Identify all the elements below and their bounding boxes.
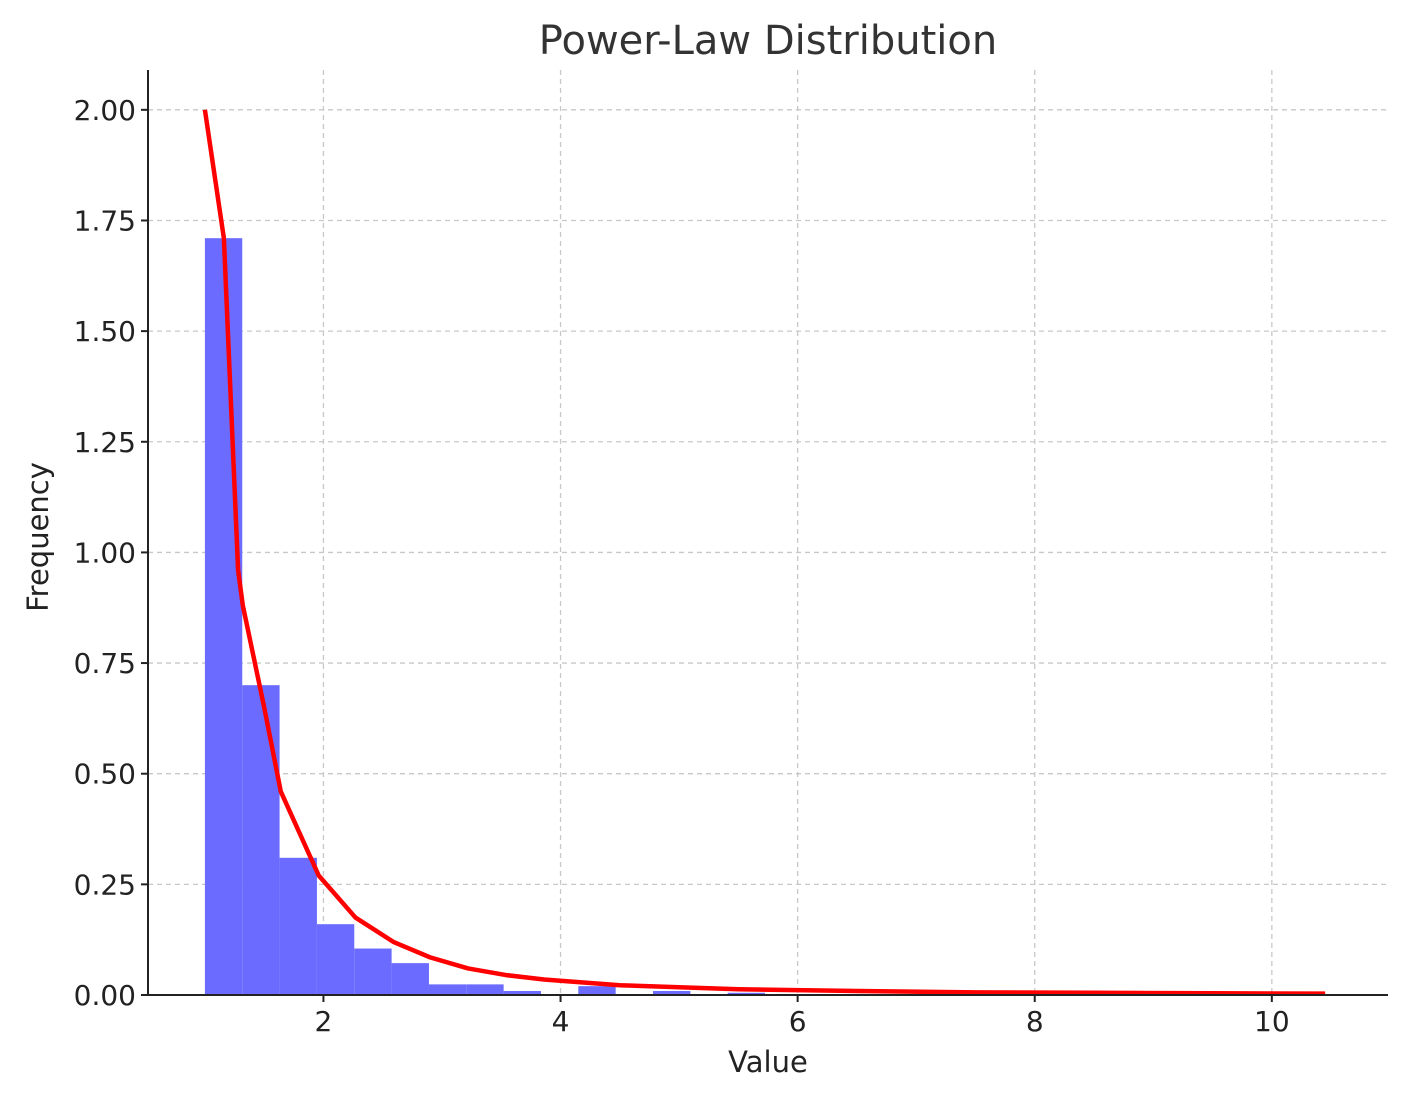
histogram-bar — [503, 991, 541, 995]
y-tick-label: 0.75 — [74, 647, 136, 680]
histogram-bar — [578, 986, 616, 995]
x-tick-label: 10 — [1254, 1005, 1290, 1038]
y-tick-label: 0.00 — [74, 979, 136, 1012]
histogram-bar — [354, 948, 392, 995]
y-tick-label: 1.25 — [74, 426, 136, 459]
chart-title: Power-Law Distribution — [539, 18, 997, 64]
x-axis-label: Value — [728, 1045, 808, 1079]
y-tick-label: 1.00 — [74, 536, 136, 569]
histogram-bar — [653, 991, 691, 995]
fit-curve-line — [202, 109, 1326, 996]
x-tick-label: 4 — [552, 1005, 570, 1038]
y-ticks: 0.00 0.25 0.50 0.75 1.00 1.25 1.50 1.75 2.00 — [74, 94, 148, 1012]
x-ticks: 2 4 6 8 10 — [315, 995, 1290, 1038]
x-tick-label: 6 — [789, 1005, 807, 1038]
y-tick-label: 1.75 — [74, 204, 136, 237]
y-tick-label: 0.25 — [74, 868, 136, 901]
y-axis-label: Frequency — [21, 462, 55, 612]
fit-curve — [202, 109, 1326, 996]
axes — [147, 70, 1388, 996]
grid-lines — [148, 70, 1388, 996]
histogram-bars — [204, 238, 766, 995]
y-tick-label: 2.00 — [74, 94, 136, 127]
histogram-bar — [466, 984, 504, 995]
histogram-bar — [204, 238, 243, 995]
histogram-bar — [428, 984, 467, 995]
histogram-bar — [242, 685, 280, 995]
histogram-bar — [316, 924, 355, 995]
histogram-bar — [391, 963, 429, 995]
x-tick-label: 2 — [315, 1005, 333, 1038]
histogram-bar — [727, 992, 766, 995]
y-tick-label: 0.50 — [74, 758, 136, 791]
histogram-bar — [279, 857, 317, 995]
y-tick-label: 1.50 — [74, 315, 136, 348]
x-tick-label: 8 — [1026, 1005, 1044, 1038]
